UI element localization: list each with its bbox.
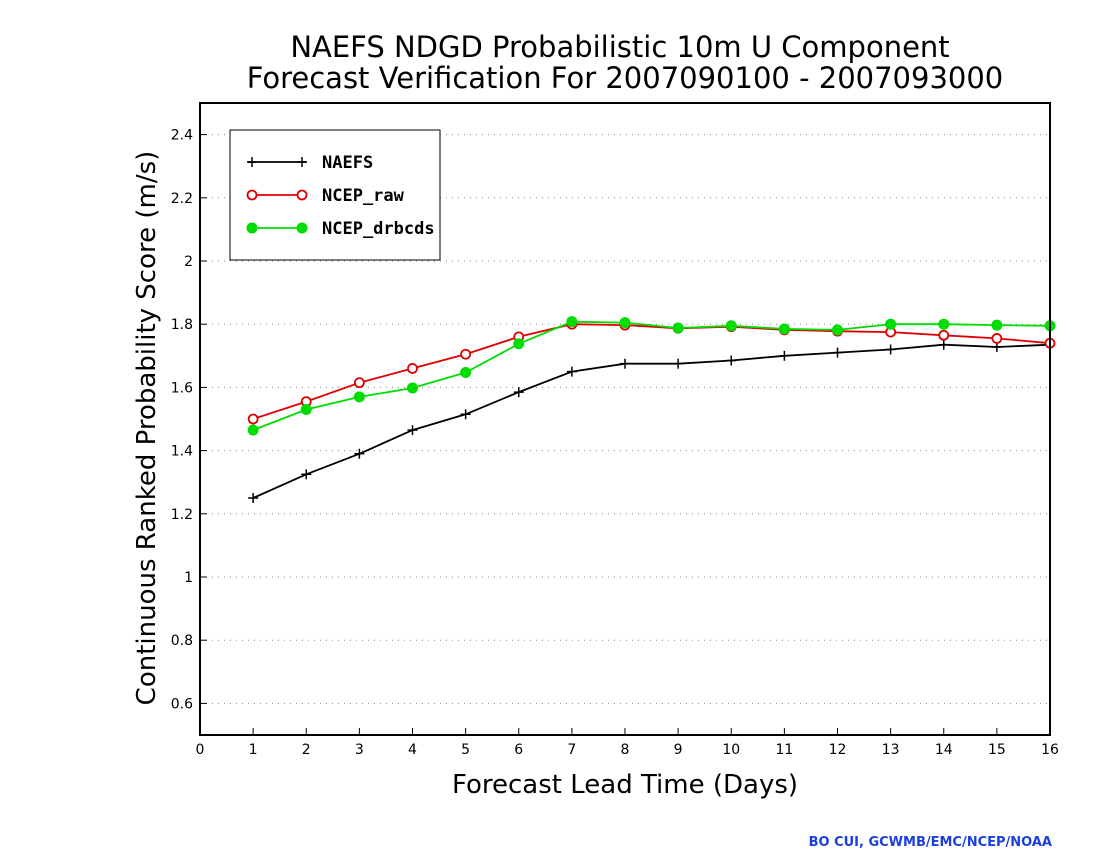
chart-subtitle: Forecast Verification For 2007090100 - 2… (247, 61, 1004, 95)
x-tick-label: 15 (988, 742, 1006, 758)
point-ncep-drbcds (938, 318, 950, 330)
point-ncep-raw (460, 348, 472, 360)
legend-marker-ncep-raw (246, 189, 258, 201)
point-ncep-drbcds (619, 317, 631, 329)
point-ncep-raw (407, 363, 418, 374)
point-naefs (354, 448, 365, 459)
legend-marker-naefs (247, 157, 257, 167)
point-ncep-drbcds (300, 404, 312, 416)
point-naefs (407, 425, 418, 436)
point-naefs (885, 344, 896, 355)
series-line-naefs (252, 343, 1051, 499)
y-tick-label: 1.8 (171, 317, 193, 333)
legend-marker-naefs (297, 157, 307, 167)
x-axis-label: Forecast Lead Time (Days) (452, 770, 798, 800)
point-naefs (832, 347, 843, 358)
point-ncep-drbcds (247, 424, 259, 436)
x-tick-label: 6 (514, 742, 523, 758)
x-tick-label: 0 (196, 742, 205, 758)
point-ncep-drbcds (725, 320, 737, 332)
point-ncep-drbcds (832, 324, 843, 336)
point-naefs (620, 358, 630, 369)
point-ncep-drbcds (460, 367, 472, 379)
x-tick-label: 14 (935, 742, 953, 758)
point-ncep-raw (247, 413, 259, 425)
point-ncep-drbcds (566, 316, 578, 328)
x-tick-label: 10 (722, 742, 740, 758)
point-ncep-drbcds (353, 391, 365, 403)
point-ncep-drbcds (672, 322, 684, 334)
point-ncep-drbcds (407, 382, 418, 394)
point-naefs (248, 493, 259, 503)
point-naefs (938, 339, 949, 350)
point-naefs (566, 366, 577, 377)
point-naefs (779, 350, 790, 361)
legend-label-naefs: NAEFS (322, 153, 373, 173)
y-tick-label: 2.2 (171, 191, 193, 207)
x-tick-label: 13 (882, 742, 900, 758)
legend-marker-ncep-raw (296, 189, 308, 201)
x-tick-label: 9 (674, 742, 683, 758)
plot-frame (199, 102, 1051, 736)
x-tick-label: 8 (621, 742, 630, 758)
point-naefs (673, 358, 684, 369)
point-ncep-raw (991, 333, 1003, 344)
point-ncep-raw (938, 329, 950, 341)
point-naefs (301, 469, 312, 480)
y-tick-label: 0.8 (171, 633, 193, 649)
y-tick-label: 0.6 (171, 696, 193, 712)
x-tick-label: 11 (775, 742, 793, 758)
y-tick-label: 1 (184, 570, 193, 586)
point-ncep-drbcds (513, 338, 525, 350)
x-tick-label: 7 (567, 742, 576, 758)
y-tick-label: 1.4 (171, 444, 193, 460)
x-tick-label: 12 (829, 742, 847, 758)
point-ncep-raw (353, 377, 365, 389)
y-axis-label: Continuous Ranked Probability Score (m/s… (132, 151, 162, 706)
y-tick-label: 2.4 (171, 128, 193, 144)
legend: NAEFS NCEP_raw NCEP_drbcds (229, 129, 441, 261)
chart-title: NAEFS NDGD Probabilistic 10m U Component (290, 30, 949, 64)
x-tick-label: 1 (249, 742, 258, 758)
point-naefs (460, 409, 471, 420)
legend-label-ncep-raw: NCEP_raw (322, 186, 405, 206)
x-tick-label: 4 (408, 742, 417, 758)
x-tick-label: 2 (302, 742, 311, 758)
x-tick-label: 3 (355, 742, 364, 758)
legend-box (229, 129, 441, 261)
legend-marker-ncep-drbcds (296, 222, 308, 234)
legend-marker-ncep-drbcds (246, 222, 258, 234)
point-ncep-drbcds (991, 319, 1003, 331)
x-tick-label: 5 (461, 742, 470, 758)
series-line-ncep-drbcds (252, 320, 1051, 431)
legend-label-ncep-drbcds: NCEP_drbcds (322, 219, 435, 239)
credit-text: BO CUI, GCWMB/EMC/NCEP/NOAA (809, 835, 1052, 850)
y-tick-label: 1.6 (171, 380, 193, 396)
point-naefs (726, 355, 737, 366)
y-tick-label: 2 (184, 254, 193, 270)
series-layer (247, 316, 1056, 503)
y-tick-label: 1.2 (171, 507, 193, 523)
series-line-ncep-raw (252, 323, 1051, 420)
x-tick-label: 16 (1041, 742, 1059, 758)
ticks: 0.60.811.21.41.61.822.22.40 1 2 3 4 5 6 7 8 9 10 11… (171, 128, 1059, 758)
point-ncep-drbcds (885, 318, 897, 330)
point-naefs (513, 387, 524, 398)
point-ncep-drbcds (778, 323, 790, 335)
